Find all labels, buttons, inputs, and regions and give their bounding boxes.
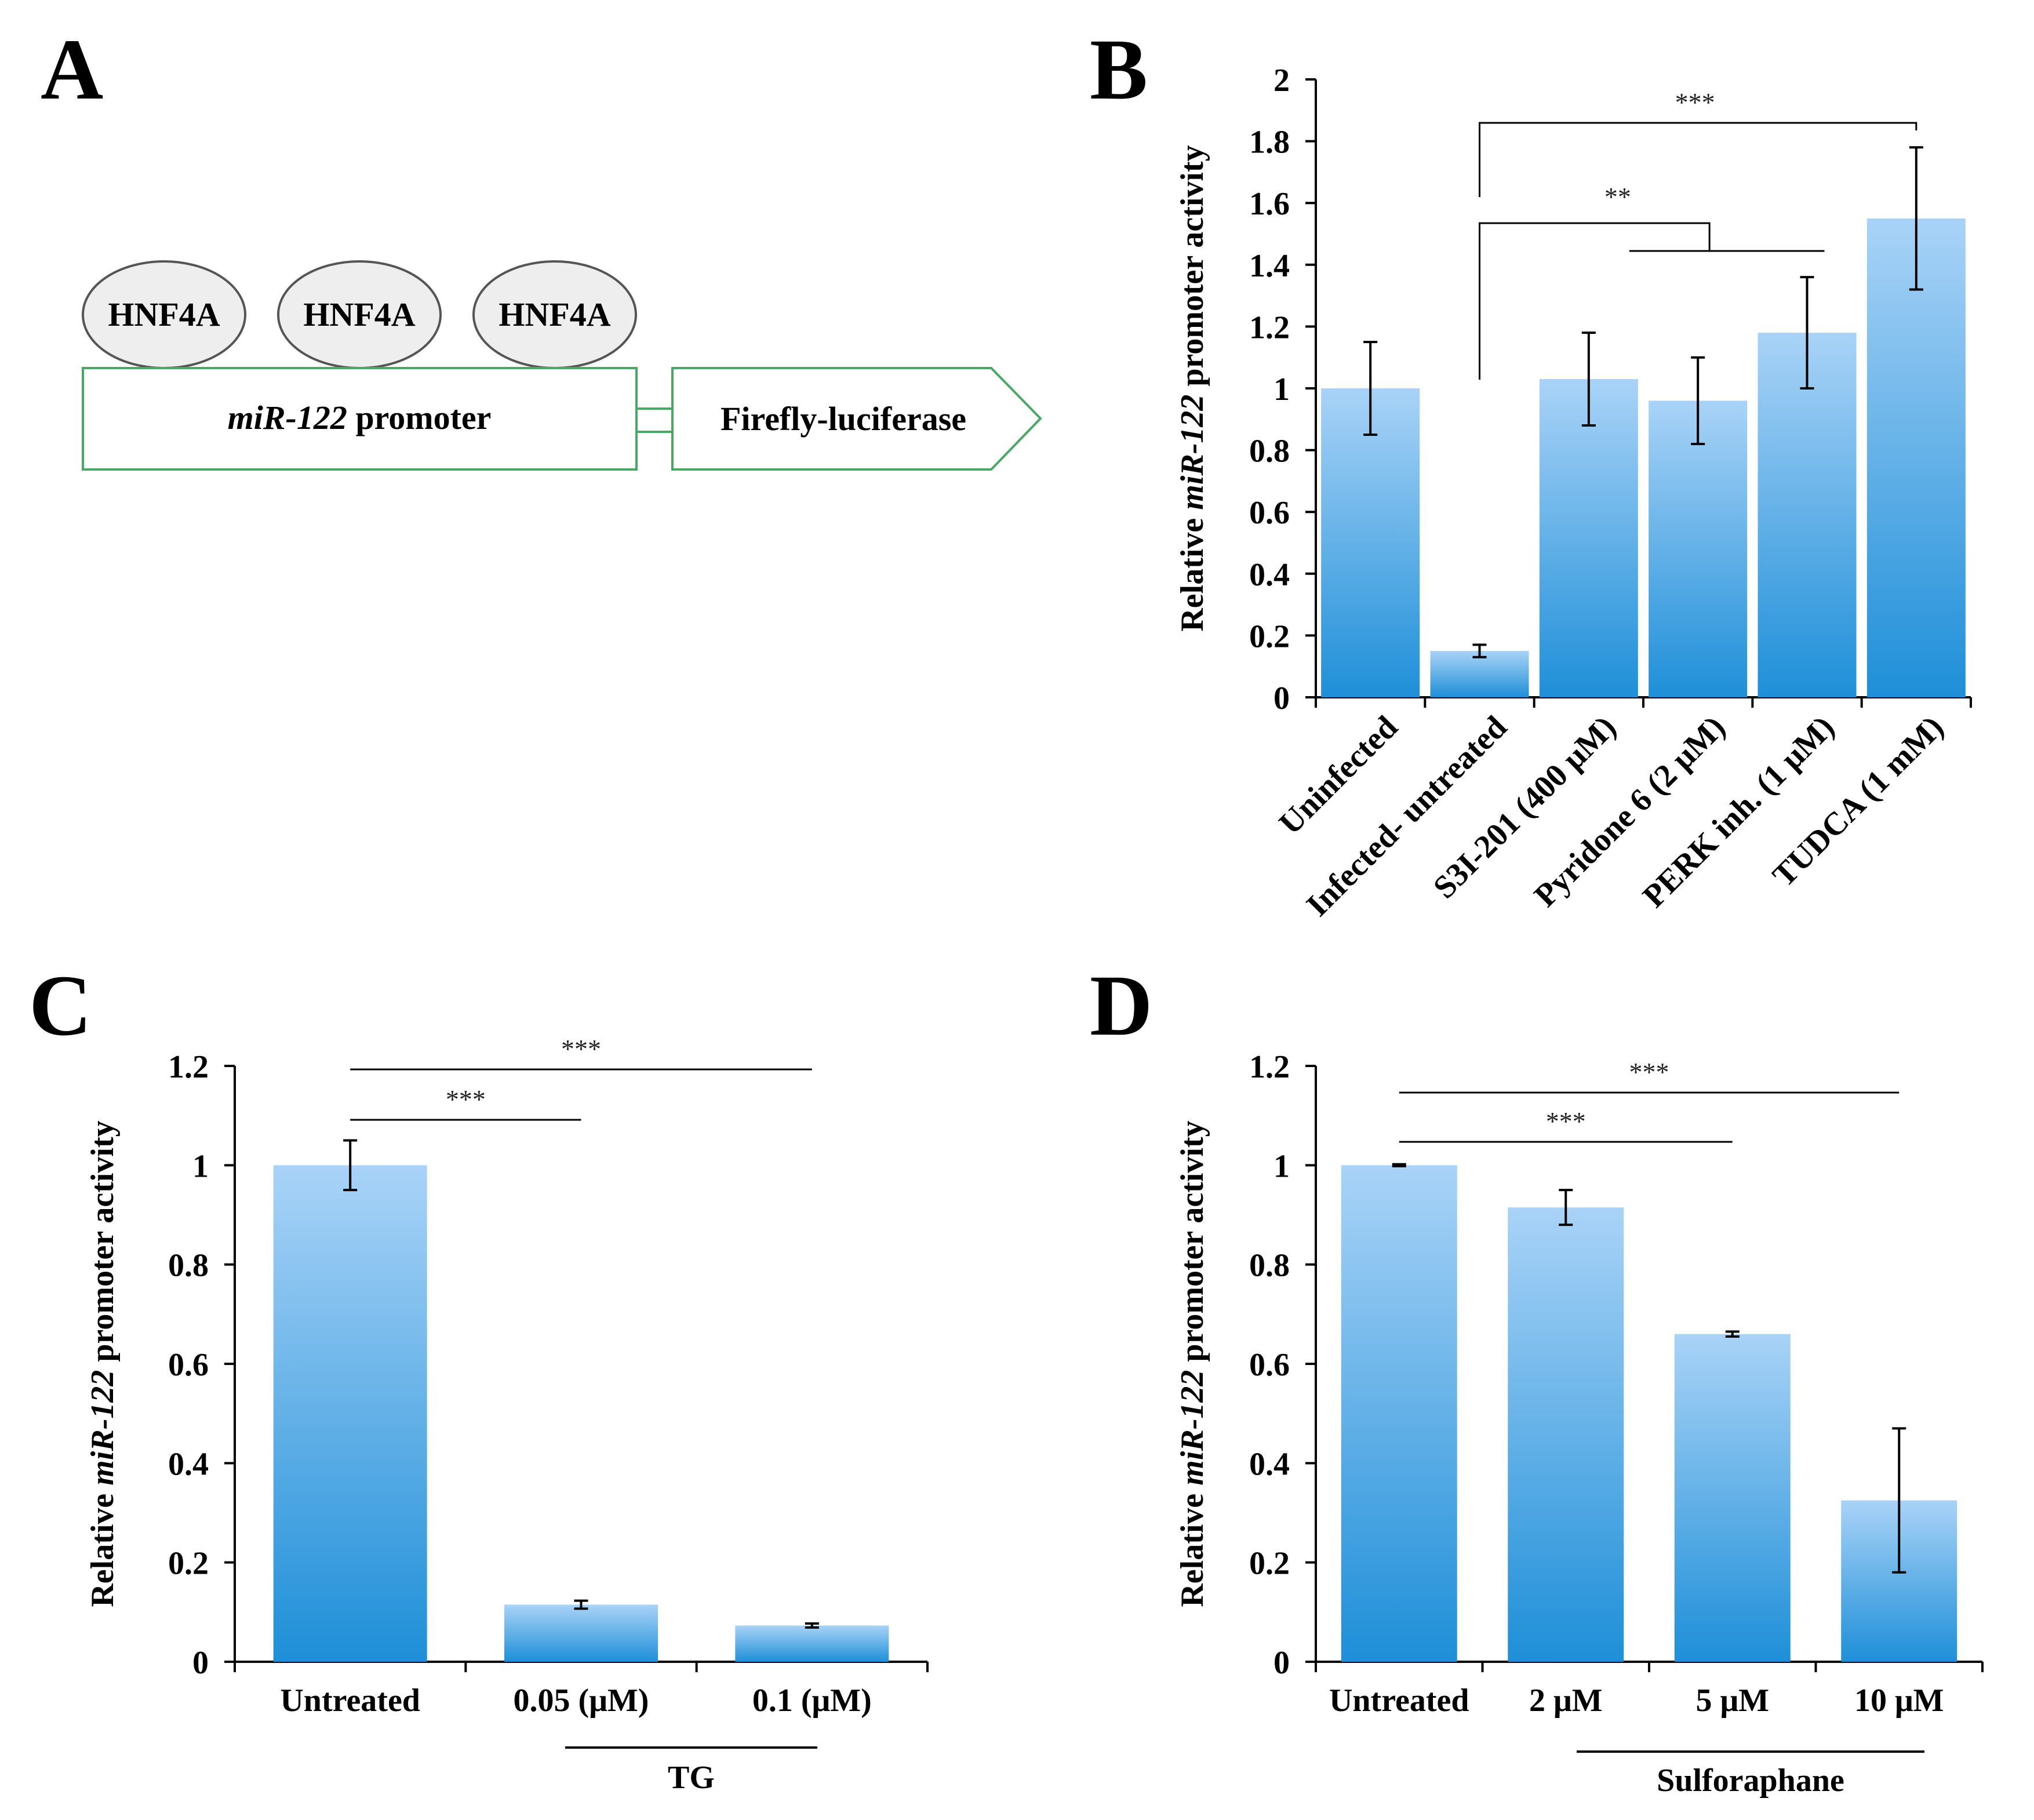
y-tick-label: 0.6 xyxy=(1249,1347,1290,1383)
y-axis-label-prefix: Relative xyxy=(1174,510,1210,632)
group-label: Sulforaphane xyxy=(1657,1763,1844,1799)
group-label: TG xyxy=(668,1760,715,1796)
y-tick-label: 0 xyxy=(1273,1645,1290,1681)
x-category-label: 0.1 (μM) xyxy=(752,1683,872,1719)
luciferase-label: Firefly-luciferase xyxy=(721,400,966,438)
panel-label-d: D xyxy=(1090,958,1152,1054)
panel-label-a: A xyxy=(41,21,103,118)
y-axis-label-gene: miR-122 xyxy=(1174,1370,1210,1486)
panel-label-b: B xyxy=(1090,21,1148,118)
y-tick-label: 0.4 xyxy=(1249,557,1290,593)
significance-label: *** xyxy=(561,1034,601,1064)
panel-a-diagram: HNF4A HNF4A HNF4A miR-122 promoter Firef… xyxy=(82,260,1042,471)
y-axis-label-gene: miR-122 xyxy=(85,1370,121,1486)
x-category-label: S3I-201 (400 μM) xyxy=(1427,709,1623,905)
bar xyxy=(735,1625,889,1662)
hnf4a-label-2: HNF4A xyxy=(303,296,415,333)
y-axis-label-prefix: Relative xyxy=(1174,1486,1210,1607)
x-category-label: Untreated xyxy=(280,1683,420,1719)
bar xyxy=(1539,379,1638,697)
hnf4a-label-1: HNF4A xyxy=(108,296,220,333)
bar xyxy=(273,1165,427,1662)
linker-box xyxy=(635,407,674,433)
y-tick-label: 0.4 xyxy=(1249,1446,1290,1482)
panel-label-c: C xyxy=(29,958,92,1054)
y-tick-label: 2 xyxy=(1273,63,1290,99)
y-tick-label: 0.8 xyxy=(1249,1248,1290,1284)
bar xyxy=(1866,218,1966,698)
y-tick-label: 1.4 xyxy=(1249,248,1290,284)
promoter-gene: miR-122 xyxy=(228,399,347,436)
y-axis-label-suffix: promoter activity xyxy=(1174,145,1210,394)
y-axis-label: Relative miR-122 promoter activity xyxy=(85,1120,121,1607)
bar xyxy=(1508,1207,1624,1662)
y-tick-label: 0.2 xyxy=(1249,618,1290,654)
y-tick-label: 0.2 xyxy=(1249,1546,1290,1582)
significance-label: *** xyxy=(1629,1057,1669,1087)
y-tick-label: 1.2 xyxy=(168,1049,209,1085)
significance-bracket xyxy=(1479,222,1711,380)
bar xyxy=(504,1604,658,1662)
y-axis-label: Relative miR-122 promoter activity xyxy=(1174,1120,1210,1607)
x-category-label: 2 μM xyxy=(1529,1683,1603,1719)
y-tick-label: 0.8 xyxy=(1249,434,1290,469)
y-tick-label: 1.2 xyxy=(1249,1049,1290,1085)
x-category-label: Pyridone 6 (2 μM) xyxy=(1527,709,1732,913)
y-tick-label: 1.2 xyxy=(1249,310,1290,345)
y-tick-label: 1 xyxy=(1273,1148,1290,1184)
y-axis-label-prefix: Relative xyxy=(85,1486,121,1607)
bar xyxy=(1321,388,1420,697)
y-tick-label: 1 xyxy=(192,1148,209,1184)
x-category-label: 0.05 (μM) xyxy=(514,1683,649,1719)
chart-b: 00.20.40.60.811.21.41.61.82UninfectedInf… xyxy=(1174,63,1972,923)
y-axis-label: Relative miR-122 promoter activity xyxy=(1174,145,1210,631)
y-axis-label-suffix: promoter activity xyxy=(1174,1120,1210,1370)
y-tick-label: 1 xyxy=(1273,372,1290,407)
bar xyxy=(1758,333,1857,697)
y-tick-label: 0 xyxy=(192,1645,209,1681)
promoter-label: miR-122 promoter xyxy=(228,399,492,436)
y-axis-label-suffix: promoter activity xyxy=(85,1120,121,1370)
x-category-label: 5 μM xyxy=(1695,1683,1769,1719)
y-tick-label: 0.2 xyxy=(168,1546,209,1582)
promoter-suffix: promoter xyxy=(347,399,492,436)
y-tick-label: 0.4 xyxy=(168,1446,209,1482)
chart-c: 0 0.2 0.4 0.6 0.8 1 1.2 Untreated 0.05 (μM) 0.1 (… xyxy=(85,1034,929,1796)
y-tick-label: 0 xyxy=(1273,680,1290,716)
bar xyxy=(1430,651,1529,697)
chart-d: 0 0.2 0.4 0.6 0.8 1 1.2 Untreated 2 μM 5 μM 10 μM R… xyxy=(1174,1049,1984,1799)
y-tick-label: 1.6 xyxy=(1249,186,1290,222)
significance-label: *** xyxy=(1546,1106,1586,1136)
x-category-label: Untreated xyxy=(1329,1683,1469,1719)
significance-bracket xyxy=(1479,122,1917,197)
y-tick-label: 0.6 xyxy=(168,1347,209,1383)
significance-label: *** xyxy=(1675,88,1715,117)
hnf4a-label-3: HNF4A xyxy=(499,296,610,333)
x-category-label: PERK inh. (1 μM) xyxy=(1636,709,1841,914)
bar xyxy=(1649,401,1748,697)
x-category-label: Infected- untreated xyxy=(1300,709,1514,923)
y-tick-label: 0.6 xyxy=(1249,495,1290,531)
significance-label: ** xyxy=(1604,182,1631,212)
bar xyxy=(1674,1334,1791,1662)
significance-label: *** xyxy=(446,1084,486,1114)
x-category-label: 10 μM xyxy=(1854,1683,1944,1719)
y-tick-label: 1.8 xyxy=(1249,125,1290,161)
bar xyxy=(1341,1165,1457,1662)
y-tick-label: 0.8 xyxy=(168,1248,209,1284)
luciferase-arrow xyxy=(671,367,1042,471)
y-axis-label-gene: miR-122 xyxy=(1174,395,1210,510)
